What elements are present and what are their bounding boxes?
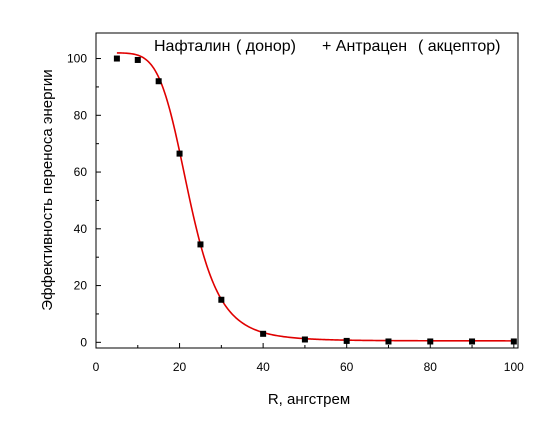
y-tick-label-0: 0 [80, 335, 87, 349]
data-point-10 [134, 56, 141, 63]
data-point-70 [385, 338, 392, 345]
x-tick-label-40: 40 [256, 360, 270, 374]
y-axis-label: Эффективность переноса энергии [39, 69, 56, 310]
y-tick-label-20: 20 [74, 279, 88, 293]
data-point-100 [510, 338, 517, 345]
fit-curve-layer [116, 52, 514, 342]
x-tick-label-20: 20 [173, 360, 187, 374]
x-tick-label-80: 80 [424, 360, 438, 374]
y-tick-label-60: 60 [74, 165, 88, 179]
title-acceptor-role: ( акцептор) [418, 38, 501, 55]
data-point-5 [113, 55, 120, 62]
chart-title: Нафталин ( донор) + Антрацен ( акцептор) [154, 38, 501, 55]
data-point-50 [301, 336, 308, 343]
data-point-20 [176, 150, 183, 157]
x-tick-label-0: 0 [93, 360, 100, 374]
title-donor-name: Нафталин [154, 38, 230, 55]
data-point-40 [260, 330, 267, 337]
axis-ticks: 0 20 40 60 80 100 0 20 40 60 80 100 [67, 52, 524, 374]
data-point-25 [197, 241, 204, 248]
axes-box [95, 32, 519, 349]
data-point-60 [343, 337, 350, 344]
x-axis-label: R, ангстрем [268, 391, 350, 408]
fit-curve-line [116, 52, 514, 342]
data-point-80 [427, 338, 434, 345]
y-tick-label-80: 80 [74, 108, 88, 122]
x-tick-label-60: 60 [340, 360, 354, 374]
title-acceptor-name: + Антрацен [322, 38, 407, 55]
plot-frame [95, 32, 519, 349]
data-point-30 [218, 296, 225, 303]
y-tick-label-100: 100 [67, 52, 87, 66]
data-points-layer [113, 55, 517, 345]
y-tick-label-40: 40 [74, 222, 88, 236]
data-point-15 [155, 78, 162, 85]
data-point-90 [469, 338, 476, 345]
title-donor-role: ( донор) [236, 38, 296, 55]
x-tick-label-100: 100 [504, 360, 524, 374]
